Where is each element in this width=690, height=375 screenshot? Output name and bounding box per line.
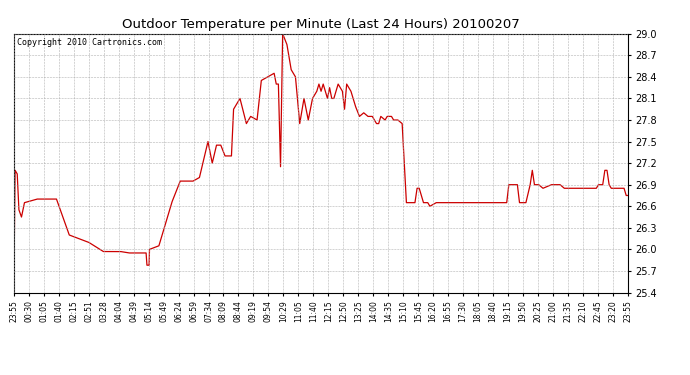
Text: Copyright 2010 Cartronics.com: Copyright 2010 Cartronics.com	[17, 38, 162, 46]
Title: Outdoor Temperature per Minute (Last 24 Hours) 20100207: Outdoor Temperature per Minute (Last 24 …	[122, 18, 520, 31]
